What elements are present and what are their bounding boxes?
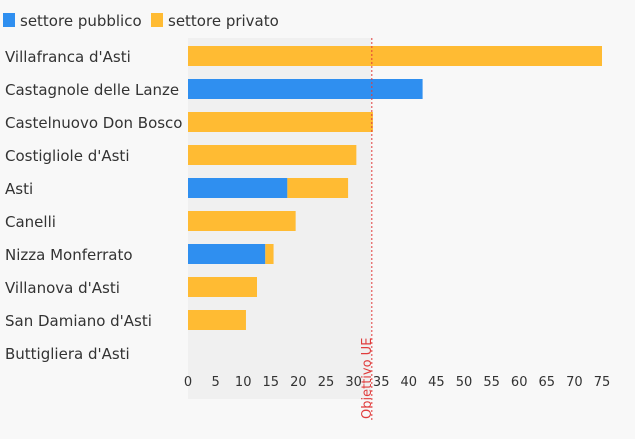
- x-tick-label: 70: [566, 375, 583, 390]
- x-tick-label: 15: [263, 375, 280, 390]
- bar-pubblico[interactable]: [188, 244, 266, 264]
- category-label: Castagnole delle Lanze: [5, 81, 179, 99]
- bar-pubblico[interactable]: [188, 178, 288, 198]
- x-tick-label: 75: [594, 375, 611, 390]
- x-tick-label: 40: [401, 375, 418, 390]
- bar-privato[interactable]: [265, 244, 274, 264]
- category-label: Nizza Monferrato: [5, 246, 133, 264]
- reference-line-label: Obiettivo UE: [360, 338, 375, 419]
- x-tick-label: 50: [456, 375, 473, 390]
- x-tick-label: 35: [373, 375, 390, 390]
- x-tick-label: 10: [235, 375, 252, 390]
- bar-privato[interactable]: [287, 178, 349, 198]
- legend: settore pubblico settore privato: [3, 12, 279, 30]
- x-tick-label: 45: [428, 375, 445, 390]
- x-tick-label: 25: [318, 375, 335, 390]
- x-tick-label: 30: [345, 375, 362, 390]
- bar-pubblico[interactable]: [188, 79, 423, 99]
- bars: [188, 46, 602, 330]
- x-tick-label: 65: [539, 375, 556, 390]
- category-label: Castelnuovo Don Bosco: [5, 114, 182, 132]
- bar-privato[interactable]: [188, 211, 296, 231]
- legend-swatch-0: [3, 13, 15, 27]
- category-label: Canelli: [5, 213, 56, 231]
- legend-label-1: settore privato: [168, 12, 279, 30]
- x-axis-ticks: 0 5 10 15 20 25 30 35 40 45 50 55 60 65 70 75: [184, 375, 610, 390]
- x-tick-label: 0: [184, 375, 192, 390]
- category-label: Costigliole d'Asti: [5, 147, 129, 165]
- bar-privato[interactable]: [188, 310, 246, 330]
- bar-privato[interactable]: [188, 46, 602, 66]
- reference-line-group: Obiettivo UE: [360, 38, 375, 420]
- bar-privato[interactable]: [188, 277, 257, 297]
- category-label: Buttigliera d'Asti: [5, 345, 130, 363]
- category-labels: Villafranca d'Asti Castagnole delle Lanze…: [5, 48, 182, 363]
- x-tick-label: 55: [483, 375, 500, 390]
- x-tick-label: 60: [511, 375, 528, 390]
- legend-label-0: settore pubblico: [20, 12, 142, 30]
- x-tick-label: 5: [211, 375, 219, 390]
- category-label: San Damiano d'Asti: [5, 312, 152, 330]
- category-label: Asti: [5, 180, 33, 198]
- bar-privato[interactable]: [188, 112, 373, 132]
- bar-privato[interactable]: [188, 145, 357, 165]
- category-label: Villafranca d'Asti: [5, 48, 131, 66]
- x-tick-label: 20: [290, 375, 307, 390]
- category-label: Villanova d'Asti: [5, 279, 120, 297]
- legend-swatch-1: [151, 13, 163, 27]
